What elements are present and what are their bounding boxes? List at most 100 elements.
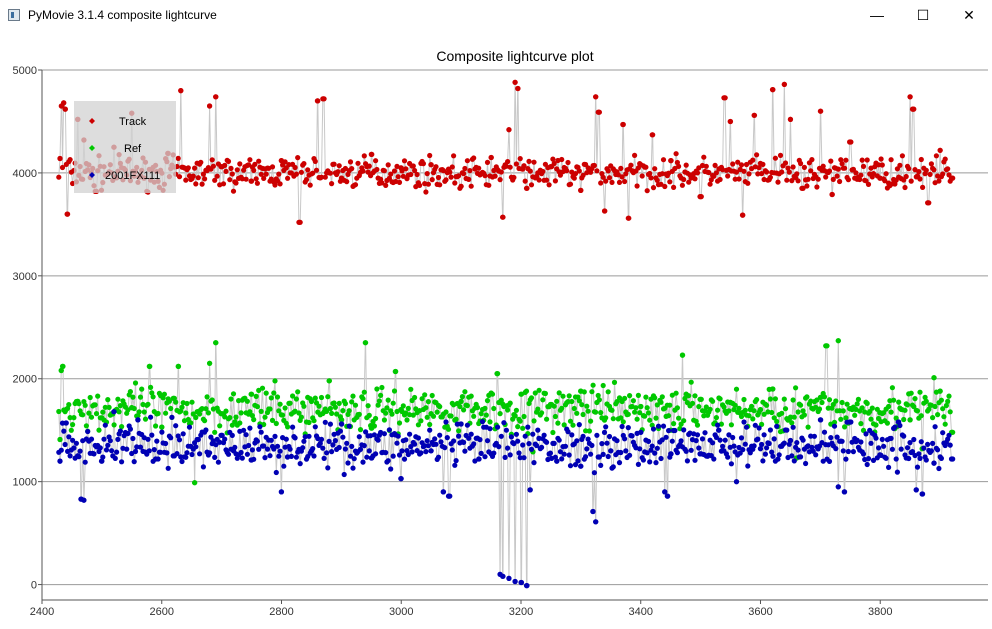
data-point [935,412,941,418]
data-point [889,446,896,452]
data-point [453,416,459,422]
data-point [288,453,294,459]
data-point [119,424,125,430]
close-button[interactable]: ✕ [946,0,992,30]
app-window-icon[interactable] [8,9,20,21]
data-point [111,422,117,428]
data-point [674,405,681,411]
data-point [399,168,405,174]
data-point [917,455,923,461]
data-point [696,445,702,451]
data-point [913,487,919,493]
data-point [674,159,681,166]
data-point [761,432,767,438]
data-point [174,451,180,457]
data-point [287,400,293,406]
data-point [550,429,556,436]
data-point [769,409,775,416]
data-point [647,417,653,423]
data-point [945,166,951,172]
data-point [347,159,354,165]
data-point [462,389,468,395]
data-point [940,406,946,412]
data-point [665,493,671,499]
data-point [302,434,308,440]
data-point [383,182,389,188]
legend[interactable]: Track Ref 2001FX111 [74,101,176,193]
minimize-button[interactable]: — [854,0,900,30]
data-point [435,454,442,460]
data-point [771,415,777,421]
data-point [716,427,722,433]
data-point [593,519,599,525]
data-point [57,155,63,162]
data-point [296,410,302,416]
data-point [326,438,332,444]
data-point [130,394,136,400]
data-point [614,399,620,405]
data-point [452,462,458,468]
data-point [794,171,800,177]
data-point [83,423,89,429]
data-point [318,436,325,442]
data-point [859,157,865,163]
data-point [660,157,667,163]
data-point [310,170,316,176]
data-point [914,464,921,470]
data-point [285,175,291,181]
data-point [188,420,194,426]
data-point [896,399,902,405]
data-point [894,469,901,475]
data-point [85,428,91,435]
data-point [225,158,232,164]
data-point [336,444,342,451]
data-point [371,423,377,429]
data-point [572,462,579,468]
series-points-0 [56,79,956,225]
data-point [594,168,600,174]
data-point [398,476,404,482]
data-point [243,176,249,182]
data-point [476,165,482,171]
data-point [134,444,140,450]
data-point [471,413,477,419]
data-point [150,394,156,400]
data-point [511,174,517,181]
data-point [258,429,264,435]
data-point [567,418,574,424]
data-point [791,458,797,464]
data-point [239,455,245,461]
data-point [197,451,203,457]
data-point [725,173,731,179]
data-point [649,443,655,449]
data-point [555,420,561,426]
plot-area[interactable]: Composite lightcurve plot 0 1000 2000 3000 4… [0,30,992,624]
data-point [427,421,433,428]
data-point [883,171,889,177]
data-point [141,409,147,415]
data-point [921,445,927,451]
data-point [301,438,307,444]
lightcurve-chart[interactable]: Composite lightcurve plot 0 1000 2000 3000 4… [0,30,992,624]
data-point [658,181,664,187]
data-point [647,170,653,177]
data-point [374,386,380,392]
data-point [625,411,631,417]
data-point [202,176,208,182]
data-point [755,436,761,442]
data-point [267,406,273,412]
maximize-button[interactable]: ☐ [900,0,946,30]
x-tick-label: 3200 [509,606,533,618]
data-point [456,173,462,179]
data-point [784,427,790,433]
data-point [135,413,141,419]
data-point [865,456,872,462]
chart-title: Composite lightcurve plot [436,48,593,64]
data-point [208,434,214,440]
data-point [534,442,540,449]
data-point [813,452,819,458]
data-point [681,427,687,433]
data-point [911,436,917,443]
data-point [770,386,776,392]
data-point [332,438,338,444]
